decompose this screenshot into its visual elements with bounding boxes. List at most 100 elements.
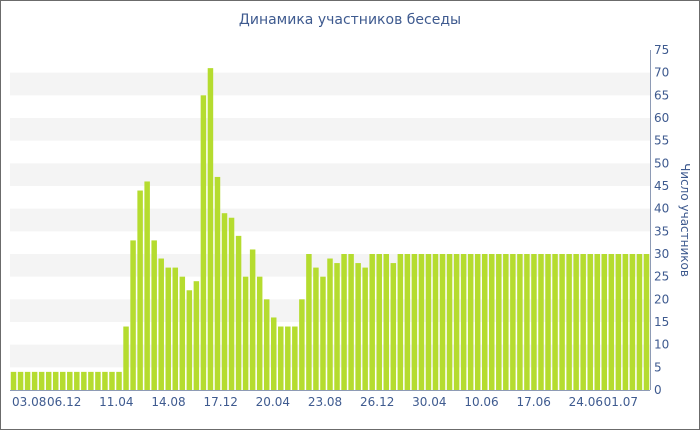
x-tick-label: 23.08 bbox=[308, 395, 342, 409]
bar bbox=[411, 254, 418, 390]
bar bbox=[313, 267, 319, 390]
y-tick-label: 15 bbox=[654, 315, 669, 329]
x-tick-label: 20.04 bbox=[256, 395, 290, 409]
bar bbox=[221, 213, 228, 390]
bar bbox=[45, 371, 52, 390]
bar bbox=[186, 290, 193, 390]
bar bbox=[88, 371, 94, 390]
bar bbox=[390, 263, 397, 390]
bar bbox=[594, 254, 600, 390]
bar bbox=[102, 371, 108, 390]
bar bbox=[587, 254, 593, 390]
x-tick-label: 10.06 bbox=[464, 395, 498, 409]
y-tick-label: 20 bbox=[654, 292, 669, 306]
x-tick-label: 24.06 bbox=[569, 395, 603, 409]
bar bbox=[608, 254, 615, 390]
bar bbox=[306, 254, 312, 390]
y-tick-label: 30 bbox=[654, 247, 669, 261]
bar bbox=[404, 254, 411, 390]
grid-band bbox=[10, 163, 650, 186]
bar bbox=[503, 254, 509, 390]
bar bbox=[383, 254, 390, 390]
x-tick-label: 11.04 bbox=[99, 395, 133, 409]
bar bbox=[545, 254, 551, 390]
bar bbox=[130, 240, 136, 390]
bar bbox=[151, 240, 157, 390]
grid-band bbox=[10, 208, 650, 232]
bar bbox=[207, 68, 214, 390]
x-tick-label: 03.08 bbox=[12, 395, 46, 409]
bar bbox=[460, 254, 467, 390]
bar bbox=[214, 176, 221, 390]
grid-band bbox=[10, 72, 650, 96]
bar bbox=[158, 258, 164, 390]
bar bbox=[369, 254, 375, 390]
y-tick-label: 10 bbox=[654, 338, 669, 352]
bar bbox=[629, 254, 636, 390]
y-tick-label: 25 bbox=[654, 270, 669, 284]
bar bbox=[538, 254, 544, 390]
bar bbox=[418, 254, 425, 390]
bar bbox=[566, 254, 572, 390]
chart-title: Динамика участников беседы bbox=[238, 12, 462, 28]
y-tick-label: 50 bbox=[654, 156, 669, 170]
bar bbox=[334, 263, 340, 390]
bar bbox=[109, 371, 115, 390]
bar bbox=[137, 190, 143, 390]
x-tick-label: 06.12 bbox=[47, 395, 81, 409]
bar bbox=[446, 254, 453, 390]
bar bbox=[123, 326, 129, 390]
y-tick-label: 65 bbox=[654, 88, 669, 102]
bar bbox=[52, 371, 59, 390]
x-tick-label: 01.07 bbox=[604, 395, 638, 409]
bar bbox=[74, 371, 80, 390]
bar bbox=[24, 371, 31, 390]
bar bbox=[144, 181, 150, 390]
bar bbox=[580, 254, 586, 390]
bar bbox=[489, 254, 495, 390]
y-tick-label: 0 bbox=[654, 383, 662, 397]
bar bbox=[81, 371, 87, 390]
bar bbox=[228, 217, 235, 390]
y-tick-label: 40 bbox=[654, 202, 669, 216]
bar bbox=[432, 254, 439, 390]
bar bbox=[425, 254, 432, 390]
bar bbox=[397, 254, 404, 390]
bar bbox=[622, 254, 629, 390]
bar bbox=[285, 326, 291, 390]
y-tick-label: 60 bbox=[654, 111, 669, 125]
bar bbox=[496, 254, 502, 390]
bar bbox=[17, 371, 24, 390]
bar bbox=[256, 276, 263, 390]
bar bbox=[467, 254, 474, 390]
bar bbox=[193, 281, 200, 390]
bar bbox=[320, 276, 326, 390]
bar bbox=[249, 249, 256, 390]
bar bbox=[200, 95, 207, 390]
y-tick-label: 5 bbox=[654, 360, 662, 374]
y-tick-label: 45 bbox=[654, 179, 669, 193]
bar bbox=[524, 254, 530, 390]
bar bbox=[376, 254, 382, 390]
bar bbox=[348, 254, 354, 390]
bar bbox=[60, 371, 66, 390]
bar bbox=[439, 254, 446, 390]
x-tick-label: 14.08 bbox=[151, 395, 185, 409]
bar bbox=[636, 254, 643, 390]
y-tick-label: 55 bbox=[654, 134, 669, 148]
bar bbox=[481, 254, 488, 390]
bar bbox=[643, 254, 650, 390]
y-tick-label: 35 bbox=[654, 224, 669, 238]
y-axis-label: Число участников bbox=[678, 163, 692, 277]
bar bbox=[10, 371, 17, 390]
bar bbox=[474, 254, 481, 390]
bar bbox=[573, 254, 579, 390]
bar bbox=[362, 267, 368, 390]
bar bbox=[559, 254, 565, 390]
bar bbox=[31, 371, 38, 390]
y-tick-label: 70 bbox=[654, 66, 669, 80]
x-tick-label: 17.12 bbox=[203, 395, 237, 409]
bar bbox=[270, 317, 277, 390]
bar bbox=[453, 254, 460, 390]
